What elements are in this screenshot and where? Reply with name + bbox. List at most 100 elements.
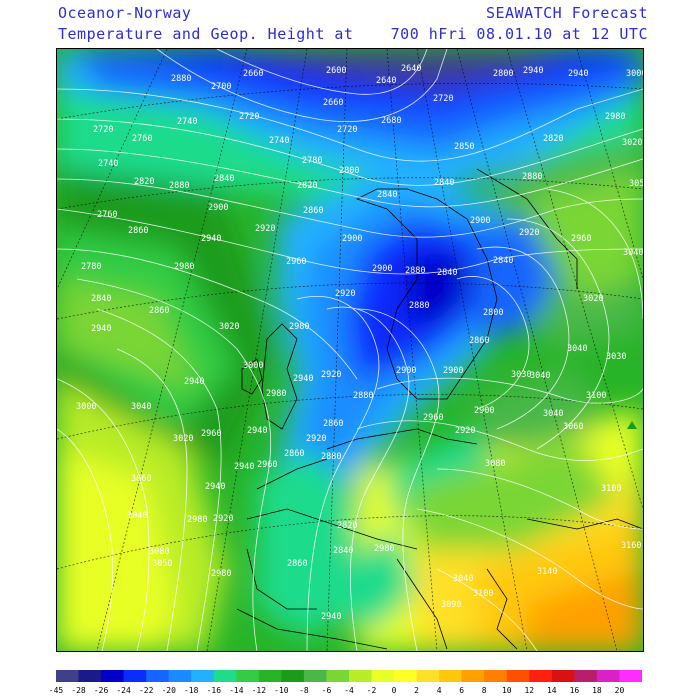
contour-label: 3040 — [543, 409, 563, 419]
contour-label: 2920 — [306, 434, 326, 444]
contour-label: 2880 — [169, 181, 189, 191]
legend-tick-label: 10 — [501, 686, 512, 695]
contour-label: 2720 — [337, 125, 357, 135]
contour-label: 2700 — [211, 82, 231, 92]
legend-swatch — [123, 670, 147, 682]
legend-swatch — [78, 670, 102, 682]
legend-tick-label: 0 — [391, 686, 397, 695]
contour-label: 2860 — [469, 336, 489, 346]
legend-tick-label: -14 — [229, 686, 244, 695]
contour-label: 2850 — [454, 142, 474, 152]
legend-tick-label: -4 — [344, 686, 354, 695]
contour-label: 2860 — [323, 419, 343, 429]
contour-label: 2840 — [377, 190, 397, 200]
legend-tick-label: -45 — [48, 686, 64, 695]
title-variable: Temperature and Geop. Height at — [58, 25, 354, 43]
legend-tick-label: 6 — [459, 686, 465, 695]
legend-swatch — [439, 670, 463, 682]
contour-label: 2980 — [211, 569, 231, 579]
legend-tick-label: -8 — [299, 686, 309, 695]
legend-swatch — [506, 670, 530, 682]
contour-label: 2660 — [243, 69, 263, 79]
contour-label: 2820 — [543, 134, 563, 144]
legend-swatch — [461, 670, 485, 682]
contour-label: 3090 — [441, 600, 461, 610]
contour-label: 2860 — [303, 206, 323, 216]
contour-label: 2640 — [401, 64, 421, 74]
contour-label: 3000 — [626, 69, 644, 79]
contour-label: 2760 — [97, 210, 117, 220]
contour-labels: 2880 2700 2660 2600 2640 2640 2720 2660 2680 2740… — [76, 64, 644, 622]
contour-label: 2940 — [205, 482, 225, 492]
contour-label: 2780 — [302, 156, 322, 166]
forecast-map: 2880 2700 2660 2600 2640 2640 2720 2660 2680 2740… — [56, 48, 644, 652]
title-source: Oceanor-Norway — [58, 4, 192, 22]
legend-tick-label: 20 — [614, 686, 625, 695]
legend-tick-label: -24 — [116, 686, 131, 695]
legend-tick-label: 18 — [592, 686, 602, 695]
title-forecast: SEAWATCH Forecast — [485, 4, 648, 22]
contour-label: 2880 — [321, 452, 341, 462]
legend-swatch — [349, 670, 373, 682]
legend-swatch — [213, 670, 237, 682]
legend-swatch — [529, 670, 553, 682]
contour-label: 2920 — [335, 289, 355, 299]
contour-label: 2840 — [493, 256, 513, 266]
contour-label: 2940 — [247, 426, 267, 436]
contour-label: 2760 — [132, 134, 152, 144]
contour-label: 2720 — [93, 125, 113, 135]
contour-label: 3020 — [219, 322, 239, 332]
legend-tick-label: 8 — [481, 686, 487, 695]
contour-label: 2820 — [134, 177, 154, 187]
legend-swatch — [574, 670, 598, 682]
legend-swatch — [281, 670, 305, 682]
contour-label: 2940 — [234, 462, 254, 472]
contour-label: 3020 — [622, 138, 642, 148]
contour-label: 2940 — [293, 374, 313, 384]
legend-swatch — [551, 670, 575, 682]
contour-label: 2740 — [177, 117, 197, 127]
legend-tick-label: -18 — [183, 686, 199, 695]
contour-label: 2960 — [286, 257, 306, 267]
contour-label: 2920 — [321, 370, 341, 380]
contour-label: 2920 — [213, 514, 233, 524]
legend-swatch — [326, 670, 350, 682]
contour-label: 3040 — [567, 344, 587, 354]
title-valid-time: 700 hFri 08.01.10 at 12 UTC — [390, 25, 648, 43]
contour-label: 2900 — [372, 264, 392, 274]
legend-swatch — [101, 670, 125, 682]
contour-label: 3030 — [606, 352, 626, 362]
contour-label: 2800 — [339, 166, 359, 176]
contour-label: 2900 — [474, 406, 494, 416]
contour-label: 2900 — [208, 203, 228, 213]
height-contours — [57, 49, 643, 651]
contour-label: 3160 — [621, 541, 641, 551]
legend-tick-label: 2 — [414, 686, 420, 695]
graticule — [57, 49, 643, 651]
legend-tick-label: 12 — [524, 686, 535, 695]
legend-swatch — [56, 670, 80, 682]
contour-label: 2920 — [455, 426, 475, 436]
contour-label: 2800 — [483, 308, 503, 318]
contour-label: 3080 — [485, 459, 505, 469]
contour-label: 2860 — [284, 449, 304, 459]
contour-label: 2840 — [91, 294, 111, 304]
contour-label: 2940 — [91, 324, 111, 334]
contour-label: 2920 — [255, 224, 275, 234]
legend-swatch — [168, 670, 192, 682]
legend-swatch — [371, 670, 395, 682]
contour-label: 2900 — [443, 366, 463, 376]
contour-label: 2720 — [433, 94, 453, 104]
contour-label: 2860 — [128, 226, 148, 236]
contour-label: 2960 — [201, 429, 221, 439]
contour-label: 3040 — [127, 511, 147, 521]
legend-tick-label: -20 — [161, 686, 176, 695]
legend-swatch — [484, 670, 508, 682]
contour-label: 3060 — [131, 474, 151, 484]
legend-swatch — [596, 670, 620, 682]
contour-label: 3080 — [149, 547, 169, 557]
contour-label: 2680 — [381, 116, 401, 126]
contour-label: 3000 — [76, 402, 96, 412]
contour-label: 2960 — [257, 460, 277, 470]
legend-tick-label: -22 — [138, 686, 154, 695]
